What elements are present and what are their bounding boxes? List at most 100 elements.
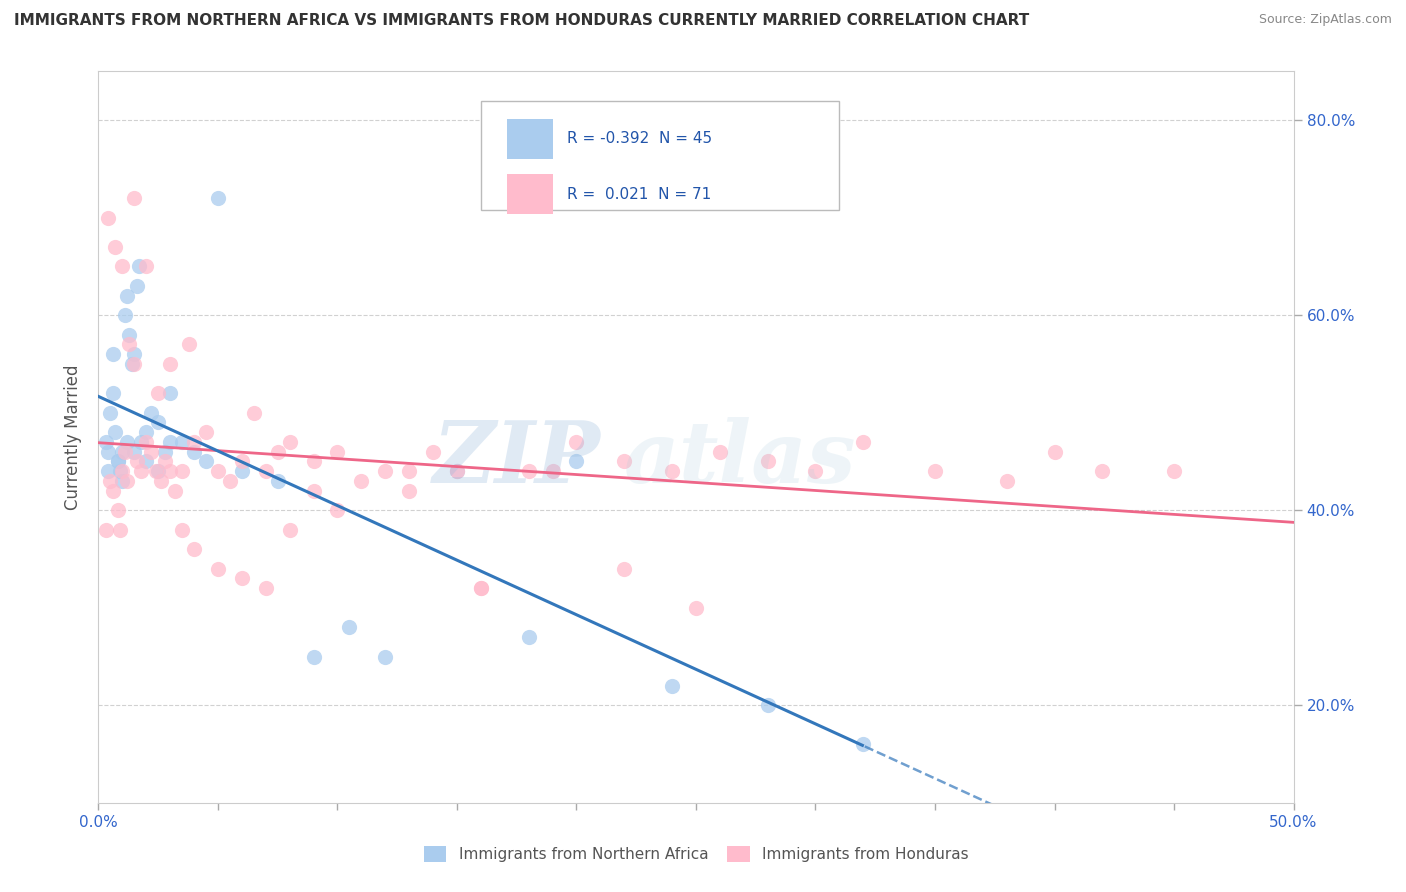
Point	[804, 464, 827, 478]
Point	[350, 474, 373, 488]
Point	[94, 434, 117, 449]
Point	[267, 474, 290, 488]
Point	[172, 464, 194, 478]
Point	[111, 474, 134, 488]
Point	[108, 464, 131, 478]
Point	[183, 434, 205, 449]
Point	[756, 698, 779, 713]
Point	[756, 454, 779, 468]
Point	[422, 444, 444, 458]
Point	[172, 523, 194, 537]
Point	[108, 523, 131, 537]
Point	[155, 444, 177, 458]
Point	[135, 454, 157, 468]
Point	[114, 308, 136, 322]
Point	[159, 464, 181, 478]
Point	[125, 279, 148, 293]
Point	[104, 240, 127, 254]
Point	[470, 581, 492, 595]
Point	[97, 444, 120, 458]
Point	[118, 327, 141, 342]
Point	[1091, 464, 1114, 478]
Point	[852, 737, 875, 751]
Text: R = -0.392  N = 45: R = -0.392 N = 45	[567, 131, 711, 146]
Text: Source: ZipAtlas.com: Source: ZipAtlas.com	[1258, 13, 1392, 27]
Point	[101, 386, 124, 401]
Point	[661, 679, 683, 693]
FancyBboxPatch shape	[481, 101, 839, 211]
Point	[94, 523, 117, 537]
Point	[446, 464, 468, 478]
Point	[470, 581, 492, 595]
Point	[104, 425, 127, 440]
Point	[101, 483, 124, 498]
Point	[613, 562, 636, 576]
Point	[326, 444, 349, 458]
Point	[267, 444, 290, 458]
Point	[115, 474, 138, 488]
Point	[852, 434, 875, 449]
Point	[924, 464, 946, 478]
Point	[107, 503, 129, 517]
Point	[398, 483, 420, 498]
Point	[195, 425, 218, 440]
Point	[107, 454, 129, 468]
Point	[302, 649, 325, 664]
Point	[159, 434, 181, 449]
Point	[1043, 444, 1066, 458]
Point	[124, 347, 146, 361]
Point	[111, 464, 134, 478]
Point	[155, 454, 177, 468]
Point	[148, 386, 170, 401]
Point	[121, 357, 143, 371]
Point	[114, 444, 136, 458]
Point	[163, 483, 186, 498]
Point	[254, 581, 277, 595]
Point	[131, 434, 153, 449]
Point	[231, 572, 253, 586]
Y-axis label: Currently Married: Currently Married	[65, 364, 83, 510]
Point	[97, 464, 120, 478]
Point	[278, 523, 301, 537]
Point	[339, 620, 361, 634]
Point	[124, 191, 146, 205]
Point	[98, 474, 122, 488]
Point	[135, 425, 157, 440]
Point	[374, 649, 396, 664]
Point	[219, 474, 242, 488]
Point	[124, 444, 146, 458]
Text: ZIP: ZIP	[433, 417, 600, 500]
Point	[231, 454, 253, 468]
Point	[278, 434, 301, 449]
Point	[302, 483, 325, 498]
Point	[179, 337, 201, 351]
Point	[139, 406, 162, 420]
Point	[565, 434, 588, 449]
Point	[517, 630, 540, 644]
Point	[183, 444, 205, 458]
Point	[172, 434, 194, 449]
Point	[111, 260, 134, 274]
Point	[128, 260, 150, 274]
Point	[517, 464, 540, 478]
Point	[302, 454, 325, 468]
Text: atlas: atlas	[624, 417, 856, 500]
Point	[446, 464, 468, 478]
Point	[398, 464, 420, 478]
Point	[709, 444, 731, 458]
Point	[326, 503, 349, 517]
Point	[661, 464, 683, 478]
Point	[115, 288, 138, 302]
Point	[195, 454, 218, 468]
Text: IMMIGRANTS FROM NORTHERN AFRICA VS IMMIGRANTS FROM HONDURAS CURRENTLY MARRIED CO: IMMIGRANTS FROM NORTHERN AFRICA VS IMMIG…	[14, 13, 1029, 29]
Point	[115, 434, 138, 449]
Point	[207, 562, 229, 576]
Point	[374, 464, 396, 478]
Point	[231, 464, 253, 478]
Point	[131, 464, 153, 478]
Point	[149, 474, 172, 488]
Point	[148, 464, 170, 478]
Point	[685, 600, 707, 615]
Point	[565, 454, 588, 468]
Legend: Immigrants from Northern Africa, Immigrants from Honduras: Immigrants from Northern Africa, Immigra…	[418, 840, 974, 868]
